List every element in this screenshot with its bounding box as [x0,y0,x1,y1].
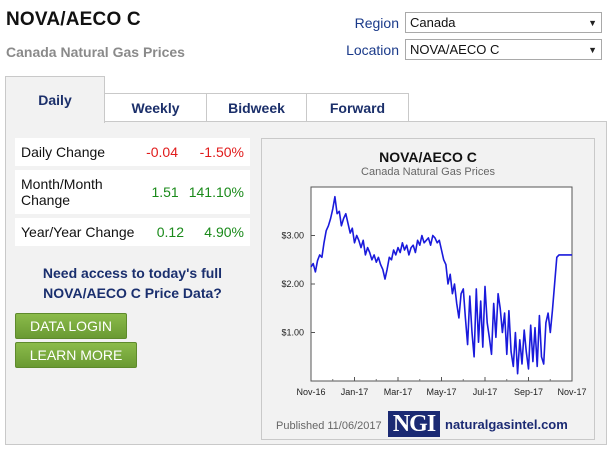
stat-change: -0.04 [146,144,178,160]
chart-title: NOVA/AECO C [379,149,477,165]
tab-forward[interactable]: Forward [306,93,409,122]
x-tick-label: May-17 [426,387,456,397]
stat-row-year: Year/Year Change 0.12 4.90% [15,218,250,246]
learn-more-button[interactable]: LEARN MORE [15,342,137,368]
tab-bar: Daily Weekly Bidweek Forward [5,76,409,123]
y-tick-label: $1.00 [281,328,304,338]
stats-table: Daily Change -0.04 -1.50% Month/Month Ch… [15,138,250,250]
x-tick-label: Mar-17 [384,387,413,397]
chevron-down-icon: ▼ [588,17,597,28]
stat-row-month: Month/Month Change 1.51 141.10% [15,170,250,214]
tab-bidweek[interactable]: Bidweek [206,93,307,122]
x-tick-label: Nov-17 [557,387,586,397]
y-tick-label: $2.00 [281,279,304,289]
series-line [310,195,572,375]
stat-change: 1.51 [151,184,179,200]
stat-label: Daily Change [21,144,106,160]
x-tick-label: Jan-17 [341,387,369,397]
x-tick-label: Nov-16 [296,387,325,397]
location-select[interactable]: NOVA/AECO C ▼ [405,39,602,60]
stat-label: Year/Year Change [21,224,135,240]
location-row: Location NOVA/AECO C ▼ [346,39,602,60]
chart-subtitle: Canada Natural Gas Prices [361,166,495,178]
page-title: NOVA/AECO C [6,9,141,30]
y-tick-label: $3.00 [281,231,304,241]
region-select[interactable]: Canada ▼ [405,12,602,33]
price-chart: NOVA/AECO C Canada Natural Gas Prices $1… [261,138,595,440]
stat-label: Month/Month Change [21,176,103,208]
x-tick-label: Jul-17 [473,387,498,397]
x-tick-label: Sep-17 [514,387,543,397]
location-value: NOVA/AECO C [410,42,500,57]
chevron-down-icon: ▼ [588,44,597,55]
stat-percent: -1.50% [199,144,244,160]
plot-area [310,186,573,382]
promo-text: Need access to today's full NOVA/AECO C … [42,265,223,301]
location-label: Location [346,41,399,58]
stat-change: 0.12 [156,224,184,240]
ngi-site-link[interactable]: naturalgasintel.com [445,417,568,432]
ngi-logo: NGI [388,411,440,437]
data-login-button[interactable]: DATA LOGIN [15,313,127,339]
region-label: Region [354,14,399,31]
page-subtitle: Canada Natural Gas Prices [6,44,185,60]
region-value: Canada [410,15,456,30]
tab-weekly[interactable]: Weekly [104,93,207,122]
chart-plot: $1.00 $2.00 $3.00 Nov-16 Jan-17 Mar-17 May-17 J… [281,186,587,397]
region-row: Region Canada ▼ [355,12,602,33]
stat-percent: 141.10% [188,184,244,200]
published-date: Published 11/06/2017 [276,420,382,432]
stat-row-daily: Daily Change -0.04 -1.50% [15,138,250,166]
stat-percent: 4.90% [204,224,244,240]
tab-daily[interactable]: Daily [5,76,105,123]
